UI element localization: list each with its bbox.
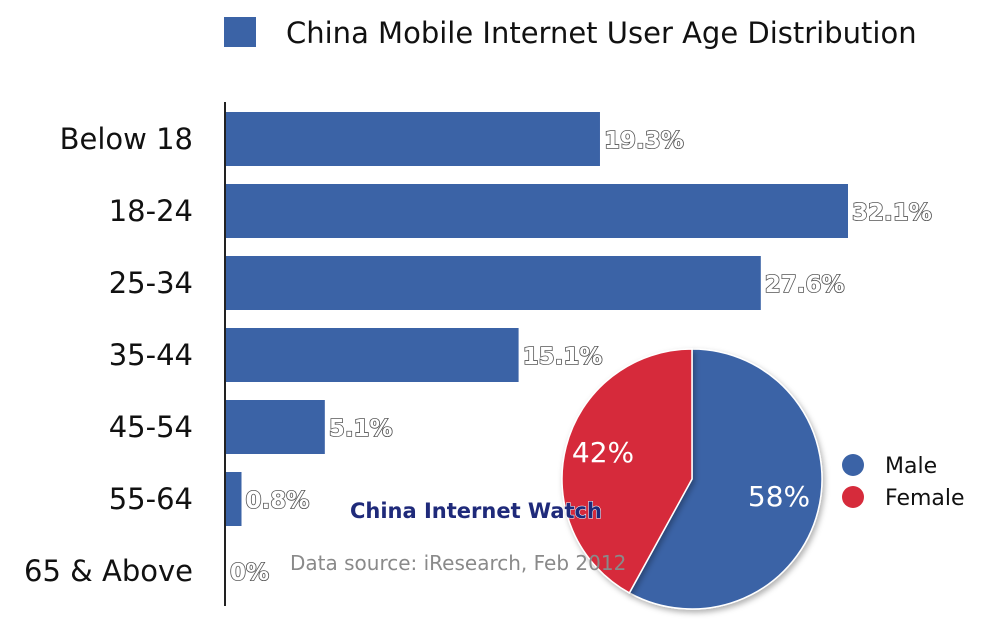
bar [226, 256, 761, 310]
category-label: Below 18 [60, 122, 193, 156]
watermark-text: China Internet Watch [350, 499, 602, 523]
pie-slice-label: 42% [572, 436, 634, 469]
legend-male-marker [842, 454, 864, 476]
pie-slice-label: 58% [748, 480, 810, 513]
category-label: 18-24 [109, 194, 193, 228]
gender-pie: 58% 42% [561, 348, 823, 610]
bar [226, 400, 325, 454]
category-label: 25-34 [109, 266, 193, 300]
bar [226, 184, 848, 238]
legend-male-label: Male [885, 454, 937, 479]
pie-slice [561, 348, 693, 594]
chart-title: China Mobile Internet User Age Distribut… [286, 16, 917, 50]
pie-slice [628, 348, 823, 610]
value-label: 0% [230, 560, 269, 586]
value-label: 0.8% [246, 488, 310, 514]
category-label: 35-44 [109, 338, 193, 372]
bar [226, 472, 242, 526]
value-label: 32.1% [852, 200, 932, 226]
category-label: 55-64 [109, 482, 193, 516]
legend-female-marker [842, 486, 864, 508]
value-label: 5.1% [329, 416, 393, 442]
title-legend-swatch [224, 17, 256, 47]
bar [226, 112, 600, 166]
category-label: 45-54 [109, 410, 193, 444]
value-label: 15.1% [523, 344, 603, 370]
legend-female-label: Female [885, 486, 965, 511]
value-label: 19.3% [604, 128, 684, 154]
bar [226, 328, 519, 382]
category-label: 65 & Above [24, 554, 193, 588]
value-label: 27.6% [765, 272, 845, 298]
bar-series: Below 18 19.3% 18-24 32.1% 25-34 27.6% 35-44 15… [24, 112, 933, 588]
source-note: Data source: iResearch, Feb 2012 [290, 551, 626, 575]
